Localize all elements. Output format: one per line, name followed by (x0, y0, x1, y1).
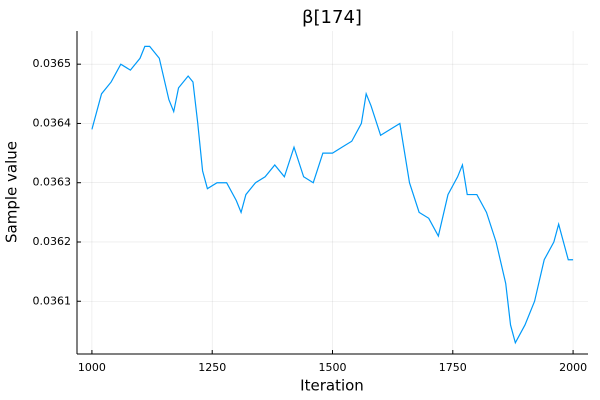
y-tick-label: 0.0365 (33, 57, 72, 70)
chart-title: β[174] (302, 7, 362, 28)
y-axis-label: Sample value (3, 141, 21, 243)
trace-line (91, 45, 574, 345)
y-tick-label: 0.0363 (33, 176, 72, 189)
y-tick-label: 0.0361 (33, 294, 72, 307)
y-tick-label: 0.0364 (33, 116, 72, 129)
x-tick-label: 1000 (78, 361, 106, 374)
y-tick-label: 0.0362 (33, 235, 72, 248)
x-tick-label: 2000 (559, 361, 587, 374)
x-tick-label: 1250 (198, 361, 226, 374)
x-tick-label: 1500 (319, 361, 347, 374)
x-axis-label: Iteration (300, 377, 364, 395)
x-tick-label: 1750 (439, 361, 467, 374)
